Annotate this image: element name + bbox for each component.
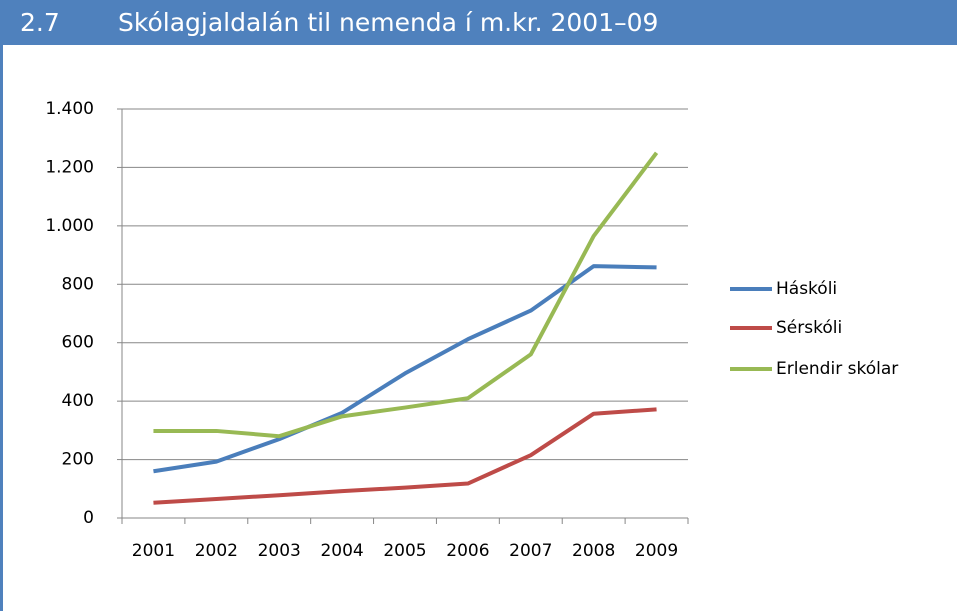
series-line	[153, 264, 657, 474]
legend-label: Sérskóli	[776, 318, 842, 338]
y-tick-label: 0	[83, 508, 94, 528]
chart-title: Skólagjaldalán til nemenda í m.kr. 2001–…	[118, 8, 658, 37]
x-tick-label: 2007	[509, 541, 552, 561]
x-tick-label: 2003	[258, 541, 301, 561]
legend-label: Erlendir skólar	[776, 359, 898, 379]
header-bar	[0, 0, 957, 45]
y-tick-label: 600	[62, 333, 94, 353]
y-tick-label: 1.400	[45, 99, 94, 119]
y-tick-label: 200	[62, 450, 94, 470]
x-tick-label: 2005	[383, 541, 426, 561]
x-tick-label: 2001	[132, 541, 175, 561]
x-tick-label: 2006	[446, 541, 489, 561]
x-tick-label: 2004	[320, 541, 363, 561]
y-tick-label: 400	[62, 391, 94, 411]
x-tick-label: 2008	[572, 541, 615, 561]
y-tick-label: 1.200	[45, 157, 94, 177]
y-tick-label: 1.000	[45, 216, 94, 236]
legend-label: Háskóli	[776, 279, 837, 299]
series-line	[153, 407, 657, 505]
header-number: 2.7	[20, 8, 60, 37]
x-tick-label: 2009	[635, 541, 678, 561]
series-line	[153, 151, 659, 439]
y-tick-label: 800	[62, 274, 94, 294]
x-tick-label: 2002	[195, 541, 238, 561]
